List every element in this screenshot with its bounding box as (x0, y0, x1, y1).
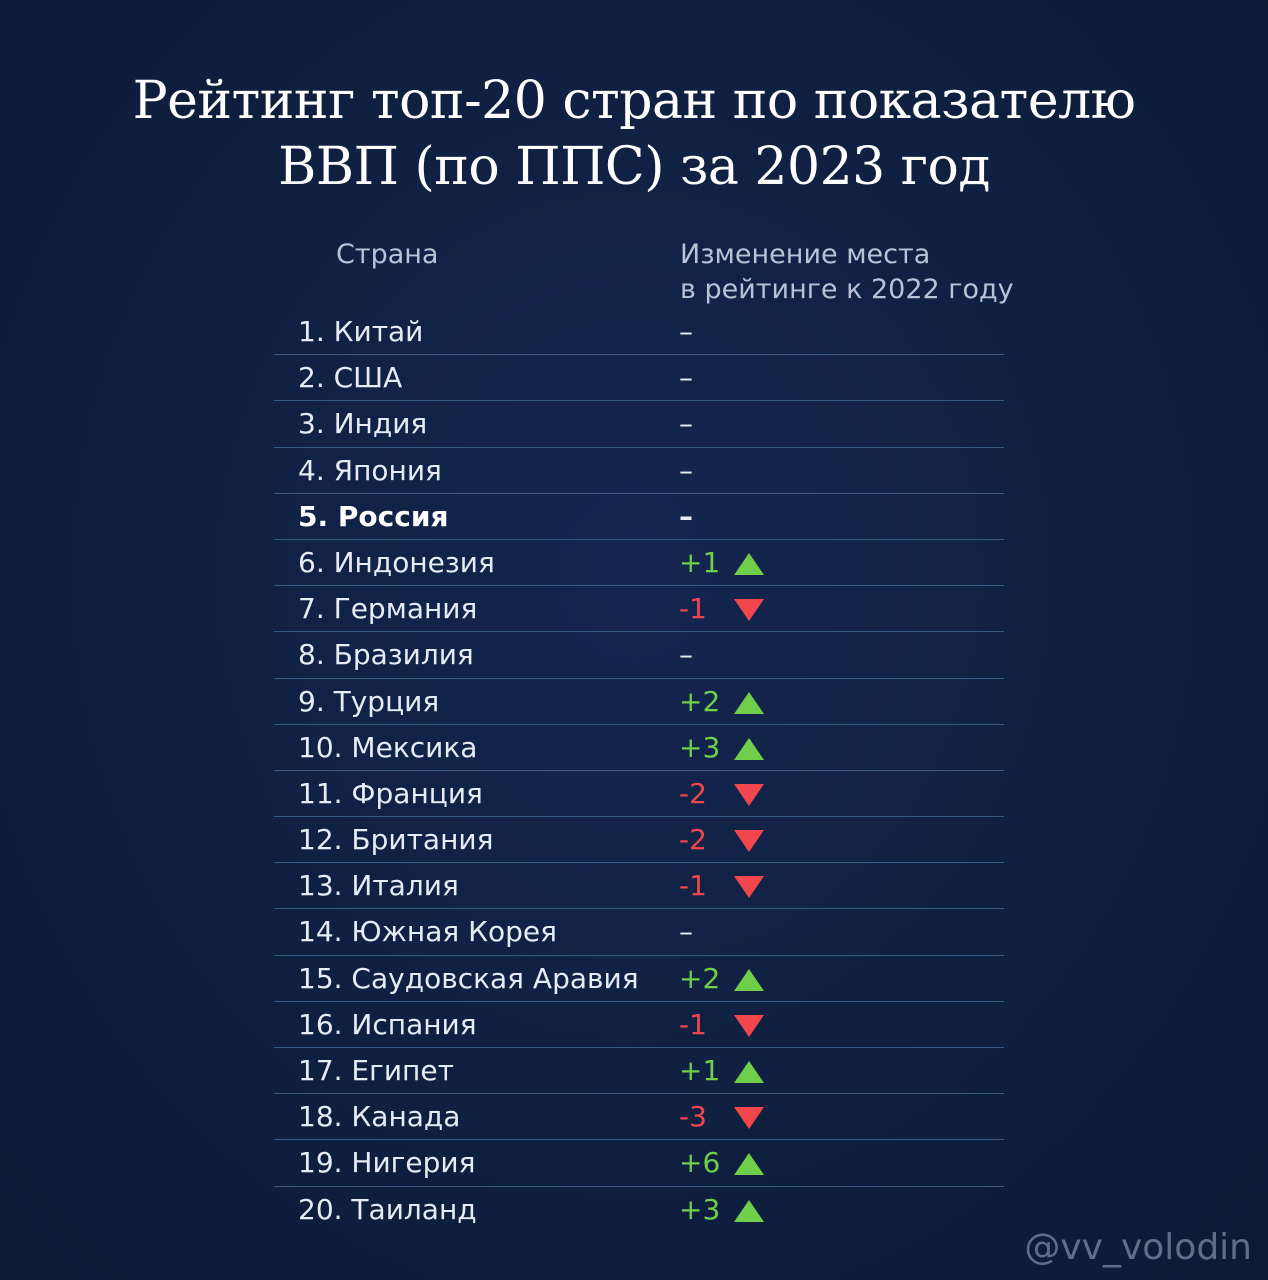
country-name: 5. Россия (298, 499, 449, 533)
triangle-up-icon (734, 1153, 764, 1176)
country-name: 20. Таиланд (298, 1192, 477, 1226)
table-row: 14. Южная Корея – (274, 909, 1004, 956)
table-row: 8. Бразилия – (274, 632, 1004, 679)
country-name: 12. Британия (298, 823, 494, 857)
rank-change: – (679, 361, 693, 395)
table-row: 15. Саудовская Аравия +2 (274, 956, 1004, 1002)
triangle-down-icon (734, 876, 764, 899)
rank-change: – (679, 407, 693, 441)
triangle-down-icon (734, 783, 764, 806)
country-name: 1. Китай (298, 315, 424, 348)
column-header-change-line-2: в рейтинге к 2022 году (680, 274, 1014, 305)
triangle-up-icon (734, 1061, 764, 1083)
rank-change: +2 (679, 961, 721, 995)
country-name: 11. Франция (298, 776, 483, 810)
rank-change: +6 (679, 1146, 721, 1180)
table-row: 3. Индия – (274, 401, 1004, 448)
triangle-down-icon (734, 1107, 764, 1130)
table-row: 16. Испания -1 (274, 1002, 1004, 1048)
table-row: 2. США – (274, 355, 1004, 402)
page-title: Рейтинг топ-20 стран по показателю ВВП (… (0, 68, 1268, 200)
triangle-up-icon (734, 691, 764, 714)
country-name: 10. Мексика (298, 730, 478, 764)
title-line-2: ВВП (по ППС) за 2023 год (278, 137, 990, 197)
country-name: 16. Испания (298, 1007, 477, 1041)
triangle-down-icon (734, 830, 764, 853)
rank-change: -1 (679, 869, 707, 903)
table-row: 18. Канада -3 (274, 1094, 1004, 1141)
triangle-up-icon (734, 737, 764, 760)
watermark: @vv_volodin (1024, 1227, 1252, 1268)
table-row: 17. Египет +1 (274, 1048, 1004, 1095)
rank-change: – (679, 315, 693, 348)
country-name: 8. Бразилия (298, 638, 474, 672)
column-header-country: Страна (336, 239, 439, 270)
rank-change: -2 (679, 776, 707, 810)
table-row: 4. Япония – (274, 448, 1004, 494)
country-name: 3. Индия (298, 407, 428, 441)
table-row: 6. Индонезия +1 (274, 540, 1004, 587)
ranking-table: 1. Китай –2. США –3. Индия –4. Япония –5. Ро… (274, 309, 1004, 1233)
triangle-up-icon (734, 552, 764, 575)
table-row: 5. Россия – (274, 494, 1004, 540)
rank-change: +2 (679, 684, 721, 718)
country-name: 17. Египет (298, 1054, 454, 1087)
country-name: 2. США (298, 361, 403, 395)
country-name: 18. Канада (298, 1100, 461, 1134)
country-name: 9. Турция (298, 684, 440, 718)
rank-change: +1 (679, 1054, 721, 1087)
rank-change: – (679, 453, 693, 487)
country-name: 14. Южная Корея (298, 915, 557, 949)
column-header-change-line-1: Изменение места (680, 239, 931, 270)
table-row: 20. Таиланд +3 (274, 1187, 1004, 1233)
table-row: 11. Франция -2 (274, 771, 1004, 818)
country-name: 13. Италия (298, 869, 459, 903)
country-name: 15. Саудовская Аравия (298, 961, 639, 995)
country-name: 19. Нигерия (298, 1146, 476, 1180)
triangle-down-icon (734, 1014, 764, 1037)
rank-change: -3 (679, 1100, 707, 1134)
rank-change: – (679, 499, 693, 533)
table-row: 12. Британия -2 (274, 817, 1004, 864)
triangle-down-icon (734, 599, 764, 622)
triangle-up-icon (734, 968, 764, 991)
country-name: 7. Германия (298, 592, 478, 626)
table-row: 1. Китай – (274, 309, 1004, 356)
rank-change: +3 (679, 730, 721, 764)
rank-change: +3 (679, 1192, 721, 1226)
rank-change: -1 (679, 1007, 707, 1041)
table-row: 19. Нигерия +6 (274, 1140, 1004, 1187)
country-name: 4. Япония (298, 453, 442, 487)
rank-change: +1 (679, 545, 721, 579)
triangle-up-icon (734, 1199, 764, 1222)
table-row: 9. Турция +2 (274, 679, 1004, 725)
column-header-change: Изменение места в рейтинге к 2022 году (680, 237, 1014, 307)
table-row: 10. Мексика +3 (274, 725, 1004, 771)
rank-change: – (679, 638, 693, 672)
title-line-1: Рейтинг топ-20 стран по показателю (132, 71, 1136, 131)
rank-change: – (679, 915, 693, 949)
country-name: 6. Индонезия (298, 545, 495, 579)
rank-change: -2 (679, 823, 707, 857)
table-row: 13. Италия -1 (274, 863, 1004, 910)
table-row: 7. Германия -1 (274, 586, 1004, 633)
rank-change: -1 (679, 592, 707, 626)
